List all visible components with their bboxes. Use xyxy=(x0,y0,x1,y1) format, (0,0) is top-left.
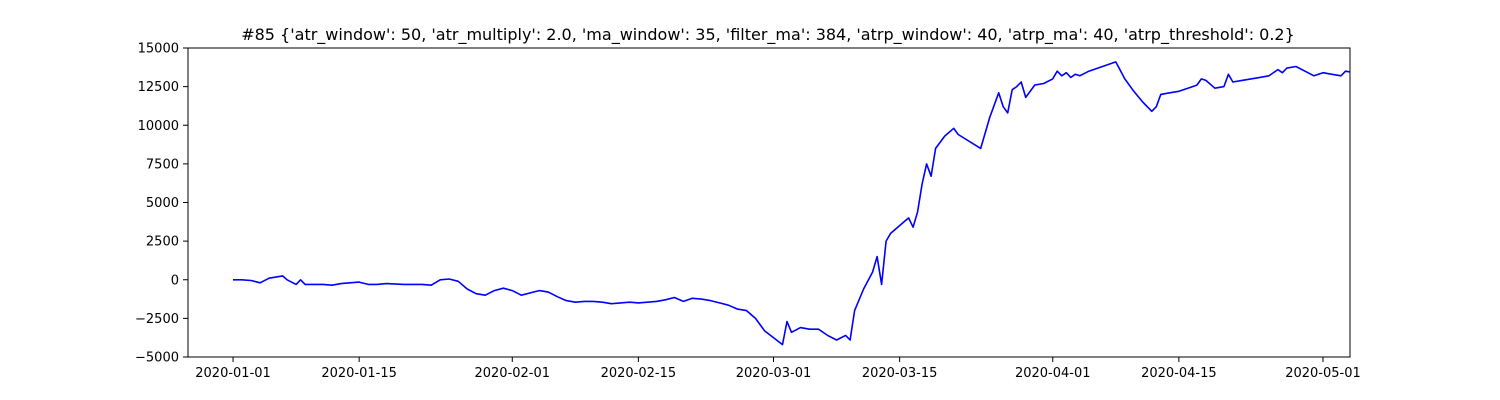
y-axis: −5000 −2500 0 2500 5000 7500 10000 12500 15000 xyxy=(135,42,188,366)
y-tick-label: 15000 xyxy=(138,42,179,57)
x-tick-label: 2020-05-01 xyxy=(1285,366,1361,381)
y-tick-label: 0 xyxy=(171,273,179,288)
y-tick-label: 10000 xyxy=(138,119,179,134)
y-tick-label: 2500 xyxy=(146,235,179,250)
y-tick-label: −5000 xyxy=(135,351,179,366)
chart-title: #85 {'atr_window': 50, 'atr_multiply': 2… xyxy=(241,25,1295,45)
y-tick-label: −2500 xyxy=(135,312,179,327)
plot-frame xyxy=(187,47,1351,358)
y-tick-label: 5000 xyxy=(146,196,179,211)
x-tick-label: 2020-03-15 xyxy=(862,366,938,381)
x-axis: 2020-01-01 2020-01-15 2020-02-01 2020-02-15… xyxy=(195,357,1361,381)
x-tick-label: 2020-01-01 xyxy=(195,366,271,381)
x-tick-label: 2020-03-01 xyxy=(736,366,812,381)
plot-area: −5000 −2500 0 2500 5000 7500 10000 12500 15000 2… xyxy=(135,42,1361,382)
y-tick-label: 7500 xyxy=(146,157,179,172)
series-line xyxy=(233,61,1351,346)
x-tick-label: 2020-01-15 xyxy=(321,366,397,381)
x-tick-label: 2020-02-15 xyxy=(601,366,677,381)
x-tick-label: 2020-04-15 xyxy=(1141,366,1217,381)
y-tick-label: 12500 xyxy=(138,80,179,95)
x-tick-label: 2020-02-01 xyxy=(474,366,550,381)
x-tick-label: 2020-04-01 xyxy=(1015,366,1091,381)
